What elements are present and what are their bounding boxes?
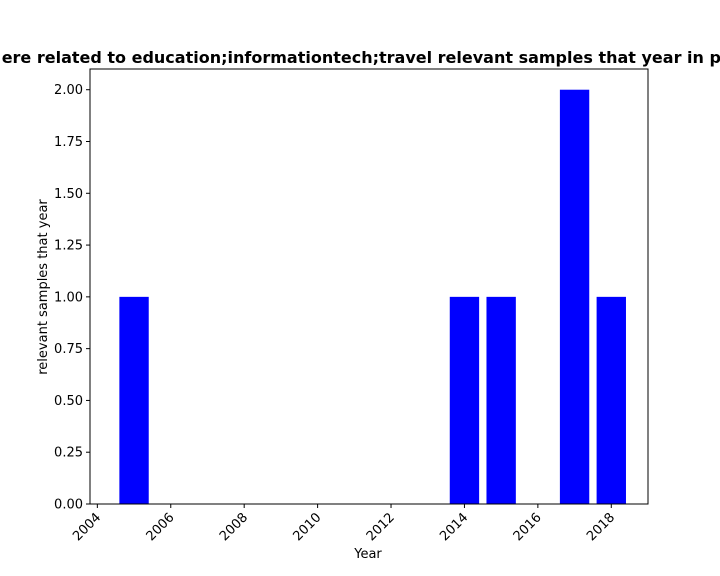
y-tick-label: 0.50: [54, 394, 83, 409]
x-tick-label: 2018: [584, 510, 618, 544]
x-tick-label: 2008: [217, 510, 251, 544]
x-axis-ticks: 2004 2006 2008 2010 2012 2014 2016 2018: [70, 504, 618, 544]
y-tick-label: 1.25: [54, 239, 83, 254]
bar-2014: [449, 296, 480, 504]
y-axis-label: relevant samples that year: [36, 199, 51, 375]
bar-2017: [559, 89, 590, 504]
bar-2005: [119, 296, 149, 504]
y-axis-ticks: 0.00 0.25 0.50 0.75 1.00 1.25 1.50 1.75 2.00: [54, 83, 90, 513]
chart-title: ere related to education;informationtech…: [2, 48, 720, 67]
y-tick-label: 0.75: [54, 342, 83, 357]
y-tick-label: 1.75: [54, 135, 83, 150]
y-tick-label: 0.00: [54, 498, 83, 513]
x-tick-label: 2010: [290, 510, 324, 544]
plot-area-frame: [89, 68, 649, 505]
bar-2015: [486, 296, 516, 504]
x-tick-label: 2004: [70, 510, 104, 544]
y-tick-label: 1.00: [54, 290, 83, 305]
x-tick-label: 2006: [144, 510, 178, 544]
bar-2018: [596, 296, 626, 504]
bars-layer: [119, 89, 626, 504]
x-tick-label: 2016: [511, 510, 545, 544]
x-axis-label: Year: [353, 547, 382, 562]
x-tick-label: 2012: [364, 510, 398, 544]
x-tick-label: 2014: [437, 510, 471, 544]
y-tick-label: 1.50: [54, 187, 83, 202]
y-tick-label: 0.25: [54, 446, 83, 461]
y-tick-label: 2.00: [54, 83, 83, 98]
